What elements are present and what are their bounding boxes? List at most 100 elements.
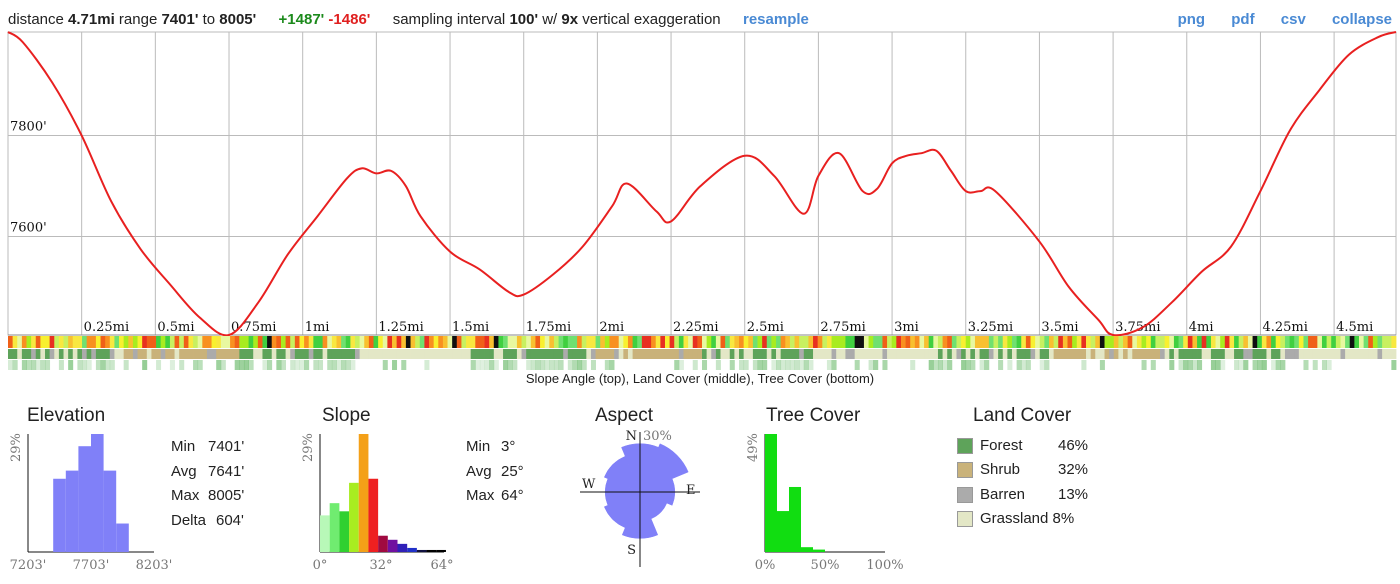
slope-cell [1271,336,1277,348]
slope-cell [1136,336,1142,348]
land-cover-cell [831,349,837,359]
land-cover-cell [368,349,374,359]
barren-label: Barren [980,486,1026,503]
tree-cover-cell [1303,360,1309,370]
slope-cell [285,336,291,348]
tree-cover-cell [299,360,305,370]
tree-cover-cell [243,360,249,370]
slope-cell [109,336,115,348]
land-cover-cell [1058,349,1064,359]
slope-cell [956,336,962,348]
histogram-bar [801,547,813,552]
histogram-bar [103,470,117,552]
land-cover-cell [1234,349,1240,359]
resample-link[interactable]: resample [743,11,809,28]
land-cover-cell [378,349,384,359]
land-cover-cell [364,349,370,359]
land-cover-cell [68,349,74,359]
tree-cover-cell [489,360,495,370]
land-cover-cell [1118,349,1124,359]
tree-cover-cell [26,360,32,370]
tree-cover-cell [193,360,199,370]
land-cover-cell [1210,349,1216,359]
tree-cover-cell [762,360,768,370]
land-cover-cell [993,349,999,359]
slope-cell [54,336,60,348]
slope-cell [799,336,805,348]
slope-cell [355,336,361,348]
histogram-bar [329,503,340,552]
histogram-bar [397,543,408,552]
slope-cell [1247,336,1253,348]
land-cover-cell [49,349,55,359]
land-cover-cell [900,349,906,359]
land-cover-cell [702,349,708,359]
slope-min-row: Min 3° [466,435,524,460]
land-cover-cell [637,349,643,359]
slope-cell [1289,336,1295,348]
y-max-label: 49% [746,433,761,462]
tree-cover-cell [979,360,985,370]
land-cover-cell [577,349,583,359]
land-cover-cell [466,349,472,359]
x-tick-label: 100% [866,558,903,573]
land-cover-cell [951,349,957,359]
tree-cover-cell [739,360,745,370]
slope-cell [1238,336,1244,348]
distance-label: distance [8,11,64,28]
land-cover-cell [914,349,920,359]
tree-cover-cell [549,360,555,370]
slope-cell [151,336,157,348]
slope-min-label: Min [466,438,491,455]
x-tick-label: 2.5mi [747,320,784,335]
tree-cover-cell [82,360,88,370]
slope-cell [683,336,689,348]
land-cover-cell [1067,349,1073,359]
tree-cover-cell [1312,360,1318,370]
tree-cover-cell [1081,360,1087,370]
aspect-s-label: S [627,543,636,558]
tree-cover-cell [1007,360,1013,370]
pdf-link[interactable]: pdf [1231,11,1255,28]
tree-cover-cell [1321,360,1327,370]
slope-cell [415,336,421,348]
slope-cell [813,336,819,348]
tree-cover-cell [331,360,337,370]
elevation-avg-label: Avg [171,462,197,480]
shrub-swatch [957,461,973,478]
slope-cell [1058,336,1064,348]
slope-cell [905,336,911,348]
tree-cover-cell [1326,360,1332,370]
land-cover-cell [72,349,78,359]
land-cover-cell [1113,349,1119,359]
land-cover-cell [313,349,319,359]
land-cover-cell [1155,349,1161,359]
land-cover-cell [965,349,971,359]
slope-cell [850,336,856,348]
slope-cell [119,336,125,348]
land-cover-cell [86,349,92,359]
y-max-label: 29% [301,433,316,462]
land-cover-cell [558,349,564,359]
collapse-link[interactable]: collapse [1331,11,1392,28]
slope-cell [623,336,629,348]
land-cover-cell [179,349,185,359]
land-cover-cell [285,349,291,359]
land-cover-cell [1215,349,1221,359]
slope-cell [1210,336,1216,348]
land-cover-cell [919,349,925,359]
slope-cell [341,336,347,348]
slope-cell [396,336,402,348]
csv-link[interactable]: csv [1280,11,1306,28]
slope-cell [748,336,754,348]
x-tick-label: 3.75mi [1115,320,1160,335]
slope-cell [692,336,698,348]
png-link[interactable]: png [1177,11,1206,28]
tree-cover-cell [854,360,860,370]
tree-cover-cell [702,360,708,370]
land-cover-cell [669,349,675,359]
slope-cell [72,336,78,348]
slope-cell [988,336,994,348]
land-cover-cell [785,349,791,359]
slope-cell [1025,336,1031,348]
